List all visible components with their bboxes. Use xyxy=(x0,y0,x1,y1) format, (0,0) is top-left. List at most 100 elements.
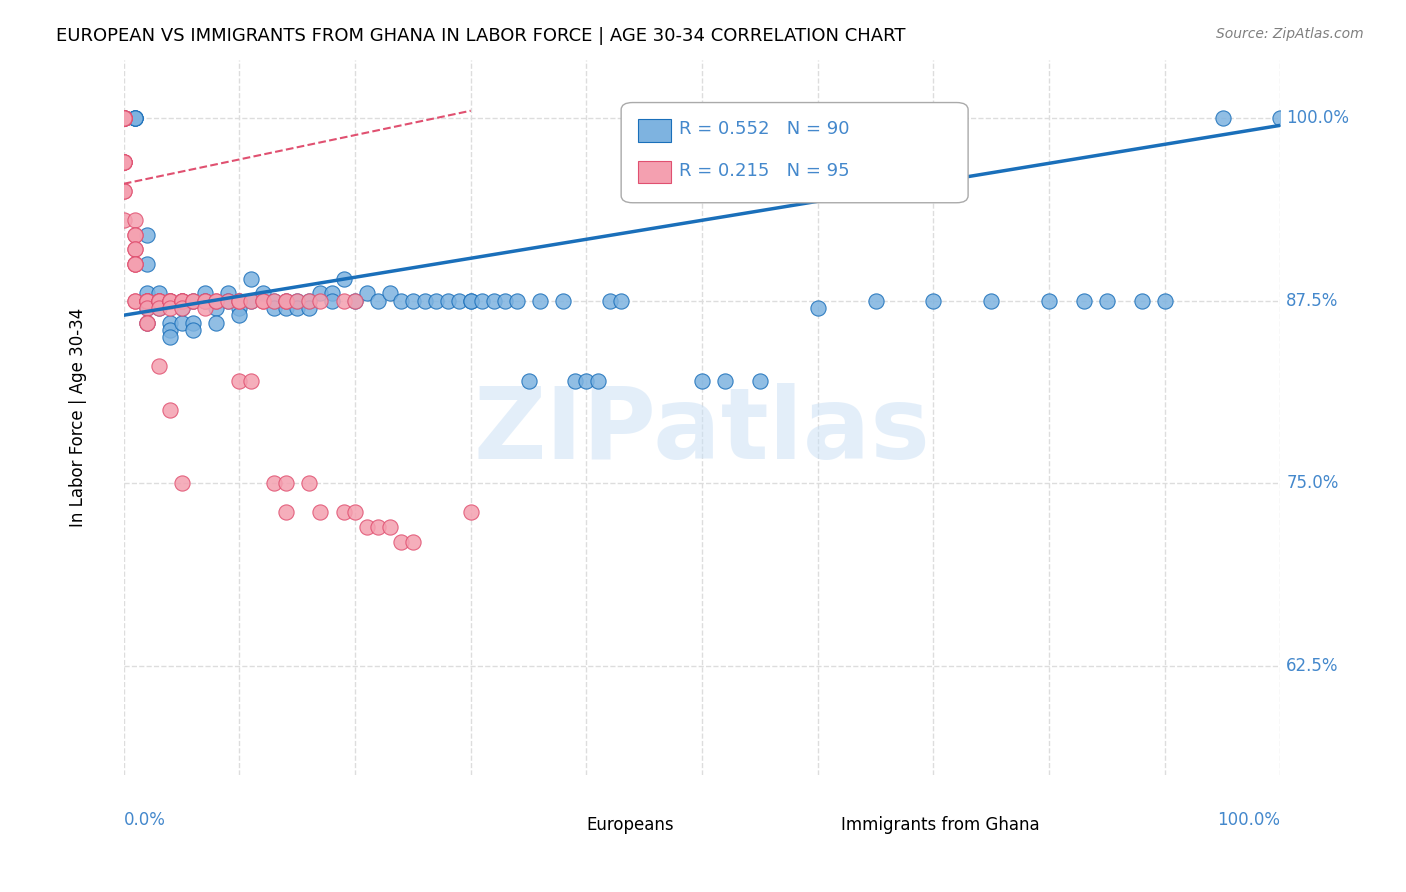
Immigrants from Ghana xyxy=(112,111,135,125)
Europeans xyxy=(285,293,308,308)
Text: 100.0%: 100.0% xyxy=(1286,109,1350,127)
Europeans xyxy=(865,293,887,308)
Immigrants from Ghana xyxy=(124,243,146,257)
Immigrants from Ghana xyxy=(159,293,181,308)
Immigrants from Ghana xyxy=(112,154,135,169)
Europeans xyxy=(1130,293,1153,308)
Europeans xyxy=(1270,111,1292,125)
Immigrants from Ghana xyxy=(181,293,204,308)
Immigrants from Ghana xyxy=(112,111,135,125)
Immigrants from Ghana xyxy=(344,293,367,308)
Immigrants from Ghana xyxy=(112,111,135,125)
Text: R = 0.552   N = 90: R = 0.552 N = 90 xyxy=(679,120,849,138)
Europeans xyxy=(228,293,250,308)
Immigrants from Ghana xyxy=(112,111,135,125)
Europeans xyxy=(367,293,389,308)
Text: In Labor Force | Age 30-34: In Labor Force | Age 30-34 xyxy=(69,308,87,527)
Immigrants from Ghana xyxy=(274,476,297,491)
Immigrants from Ghana xyxy=(170,293,193,308)
Immigrants from Ghana xyxy=(159,293,181,308)
Immigrants from Ghana xyxy=(194,301,217,315)
Europeans xyxy=(228,308,250,322)
Immigrants from Ghana xyxy=(124,213,146,227)
Europeans xyxy=(389,293,412,308)
Immigrants from Ghana xyxy=(298,476,321,491)
Immigrants from Ghana xyxy=(309,293,332,308)
Europeans xyxy=(495,293,517,308)
Immigrants from Ghana xyxy=(181,293,204,308)
Europeans xyxy=(112,111,135,125)
Immigrants from Ghana xyxy=(112,111,135,125)
Immigrants from Ghana xyxy=(252,293,274,308)
Europeans xyxy=(124,111,146,125)
Immigrants from Ghana xyxy=(228,293,250,308)
Immigrants from Ghana xyxy=(240,374,263,388)
Europeans xyxy=(112,111,135,125)
Immigrants from Ghana xyxy=(170,301,193,315)
Immigrants from Ghana xyxy=(194,293,217,308)
Immigrants from Ghana xyxy=(124,293,146,308)
Immigrants from Ghana xyxy=(136,293,159,308)
Immigrants from Ghana xyxy=(159,403,181,417)
Europeans xyxy=(1073,293,1095,308)
Immigrants from Ghana xyxy=(112,111,135,125)
Europeans xyxy=(332,271,354,285)
Immigrants from Ghana xyxy=(460,505,482,519)
Europeans xyxy=(263,301,285,315)
Europeans xyxy=(1038,293,1060,308)
Europeans xyxy=(148,301,170,315)
Europeans xyxy=(344,293,367,308)
Europeans xyxy=(460,293,482,308)
Immigrants from Ghana xyxy=(159,301,181,315)
FancyBboxPatch shape xyxy=(806,814,835,836)
Europeans xyxy=(181,323,204,337)
Europeans xyxy=(482,293,505,308)
Europeans xyxy=(298,301,321,315)
Immigrants from Ghana xyxy=(252,293,274,308)
Text: Europeans: Europeans xyxy=(586,816,673,834)
Immigrants from Ghana xyxy=(124,257,146,271)
FancyBboxPatch shape xyxy=(638,119,671,142)
Text: Immigrants from Ghana: Immigrants from Ghana xyxy=(841,816,1039,834)
Immigrants from Ghana xyxy=(332,293,354,308)
Europeans xyxy=(807,301,830,315)
Immigrants from Ghana xyxy=(240,293,263,308)
Europeans xyxy=(159,330,181,344)
Europeans xyxy=(124,111,146,125)
Europeans xyxy=(159,323,181,337)
Europeans xyxy=(136,293,159,308)
Text: R = 0.215   N = 95: R = 0.215 N = 95 xyxy=(679,161,849,179)
Immigrants from Ghana xyxy=(263,476,285,491)
Text: 62.5%: 62.5% xyxy=(1286,657,1339,674)
Immigrants from Ghana xyxy=(136,293,159,308)
Immigrants from Ghana xyxy=(124,243,146,257)
Europeans xyxy=(1153,293,1175,308)
Immigrants from Ghana xyxy=(112,111,135,125)
Immigrants from Ghana xyxy=(205,293,228,308)
Immigrants from Ghana xyxy=(298,293,321,308)
Europeans xyxy=(690,374,713,388)
Europeans xyxy=(159,316,181,330)
Immigrants from Ghana xyxy=(148,301,170,315)
Europeans xyxy=(136,257,159,271)
Immigrants from Ghana xyxy=(136,293,159,308)
Europeans xyxy=(460,293,482,308)
Europeans xyxy=(321,286,343,301)
Europeans xyxy=(112,111,135,125)
Europeans xyxy=(194,293,217,308)
Europeans xyxy=(170,316,193,330)
FancyBboxPatch shape xyxy=(638,161,671,184)
Europeans xyxy=(124,111,146,125)
Europeans xyxy=(529,293,551,308)
Europeans xyxy=(471,293,494,308)
Europeans xyxy=(309,286,332,301)
Immigrants from Ghana xyxy=(112,111,135,125)
Immigrants from Ghana xyxy=(159,293,181,308)
Immigrants from Ghana xyxy=(274,293,297,308)
Europeans xyxy=(205,316,228,330)
Immigrants from Ghana xyxy=(274,293,297,308)
Immigrants from Ghana xyxy=(402,534,425,549)
Europeans xyxy=(136,227,159,242)
Immigrants from Ghana xyxy=(112,111,135,125)
Text: ZIPatlas: ZIPatlas xyxy=(474,384,931,480)
